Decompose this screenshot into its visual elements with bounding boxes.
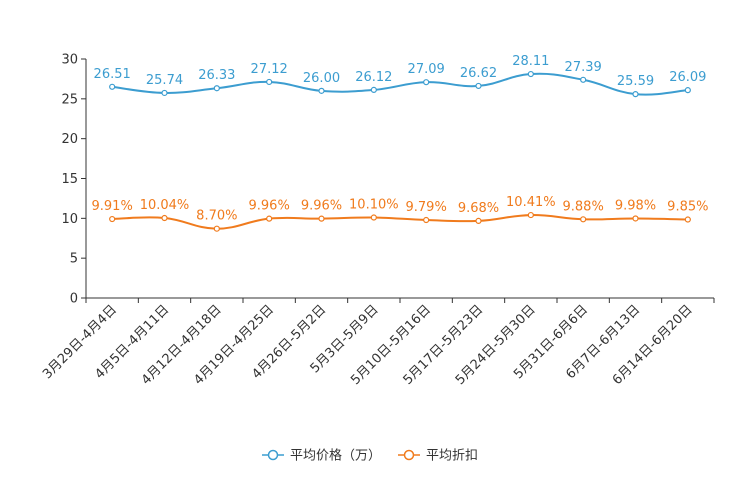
series-layer: 26.51 25.74 26.33 27.12 26.00 26.12 27.09 26.62…	[92, 54, 708, 232]
data-point	[580, 76, 587, 83]
legend-label: 平均折扣	[426, 449, 478, 464]
data-point	[213, 225, 220, 232]
data-label: 26.09	[669, 70, 706, 85]
legend-marker-icon	[403, 449, 415, 461]
data-label: 25.59	[617, 74, 654, 89]
data-point	[109, 215, 116, 223]
data-point	[370, 214, 377, 221]
data-label: 26.12	[355, 70, 392, 85]
data-point	[318, 87, 325, 94]
data-label: 28.11	[512, 54, 549, 69]
series-1: 26.51 25.74 26.33 27.12 26.00 26.12 27.09 26.62…	[94, 54, 706, 98]
data-label: 9.96%	[249, 199, 290, 214]
data-label: 26.51	[94, 67, 131, 82]
data-label: 26.62	[460, 66, 497, 81]
data-label: 26.00	[303, 71, 340, 86]
data-point	[527, 70, 534, 78]
data-point	[423, 79, 430, 86]
data-point	[423, 216, 430, 224]
data-label: 8.70%	[196, 209, 237, 224]
data-label: 9.91%	[92, 199, 133, 214]
legend-item-2[interactable]: 平均折扣	[398, 449, 478, 464]
y-tick-label: 30	[61, 53, 78, 68]
data-point	[580, 216, 587, 223]
axes: 0510152025303月29日-4月4日4月5日-4月11日4月12日-4月…	[40, 53, 715, 388]
data-point	[109, 83, 116, 90]
data-point	[161, 89, 168, 97]
y-tick-label: 15	[61, 172, 78, 187]
data-label: 9.85%	[667, 200, 708, 215]
data-label: 10.10%	[349, 198, 399, 213]
data-label: 9.88%	[563, 199, 604, 214]
data-label: 10.41%	[506, 195, 556, 210]
series-2: 9.91% 10.04% 8.70% 9.96% 9.96% 10.10% 9.79% 9.6…	[92, 195, 708, 232]
data-point	[527, 211, 534, 219]
data-label: 27.12	[251, 62, 288, 77]
y-tick-label: 5	[70, 252, 78, 267]
legend-marker-icon	[267, 449, 279, 461]
data-label: 9.96%	[301, 199, 342, 214]
data-point	[475, 217, 482, 224]
data-point	[684, 87, 691, 94]
data-point	[266, 215, 273, 222]
legend-item-1[interactable]: 平均价格（万）	[262, 448, 381, 464]
data-label: 27.09	[408, 62, 445, 77]
data-label: 25.74	[146, 73, 183, 88]
series-line	[112, 72, 688, 96]
data-label: 9.98%	[615, 198, 656, 213]
legend-label: 平均价格（万）	[290, 448, 381, 464]
y-tick-label: 20	[61, 132, 78, 147]
legend: 平均价格（万） 平均折扣	[262, 448, 478, 464]
data-label: 9.68%	[458, 201, 499, 216]
data-label: 27.39	[565, 60, 602, 75]
data-point	[318, 215, 325, 222]
data-label: 26.33	[198, 68, 235, 83]
data-point	[370, 86, 377, 94]
series-line	[112, 214, 688, 230]
data-point	[161, 214, 168, 222]
data-point	[632, 215, 639, 222]
y-tick-label: 10	[61, 212, 78, 227]
data-point	[266, 78, 273, 86]
y-tick-label: 25	[61, 92, 78, 107]
data-label: 9.79%	[406, 200, 447, 215]
data-point	[213, 85, 220, 92]
data-point	[684, 216, 691, 223]
data-label: 10.04%	[140, 198, 190, 213]
y-tick-label: 0	[70, 292, 78, 307]
data-point	[475, 82, 482, 90]
data-point	[632, 91, 639, 98]
